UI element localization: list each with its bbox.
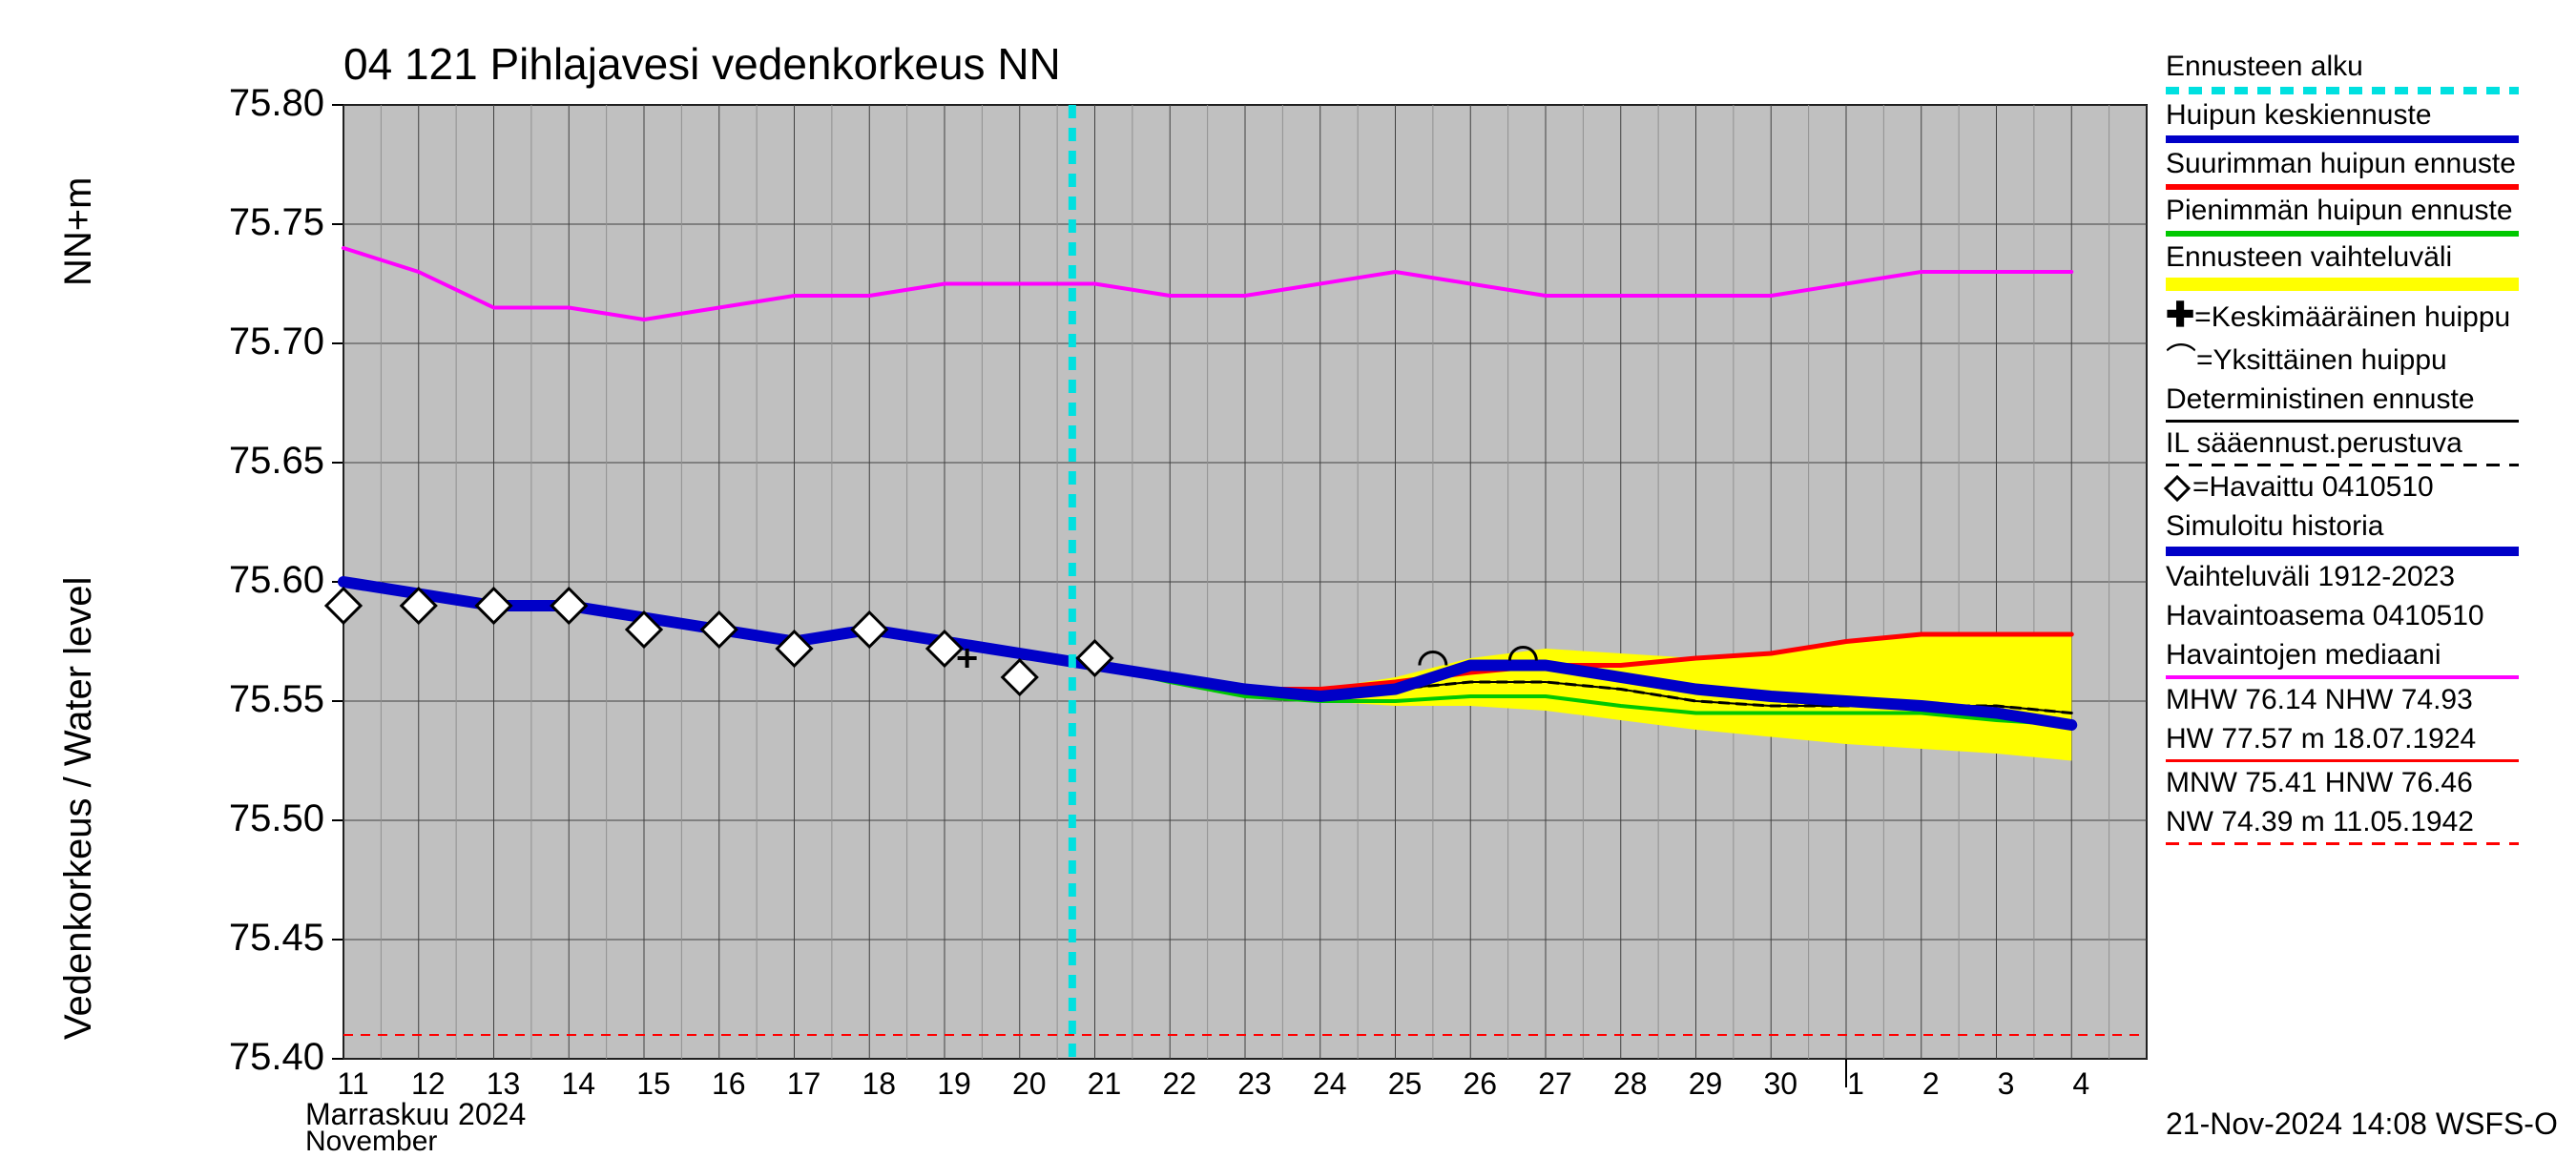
chart-title: 04 121 Pihlajavesi vedenkorkeus NN [343, 38, 1061, 90]
x-tick-label: 11 [324, 1066, 382, 1102]
x-tick-label: 2 [1902, 1066, 1960, 1102]
legend-line [2166, 184, 2519, 190]
legend: Ennusteen alkuHuipun keskiennusteSuurimm… [2166, 48, 2519, 847]
legend-item: Havaintoasema 0410510 [2166, 597, 2519, 634]
legend-line [2166, 87, 2519, 94]
x-tick-label: 3 [1978, 1066, 2035, 1102]
legend-item: Havaintojen mediaani [2166, 636, 2519, 679]
legend-line [2166, 135, 2519, 143]
x-tick-label: 25 [1377, 1066, 1434, 1102]
legend-line [2166, 759, 2519, 762]
x-tick-label: 26 [1451, 1066, 1508, 1102]
month-label-en: November [305, 1126, 437, 1158]
legend-line [2166, 420, 2519, 423]
x-tick-label: 20 [1001, 1066, 1058, 1102]
y-tick-label: 75.75 [143, 201, 324, 244]
x-tick-label: 12 [400, 1066, 457, 1102]
legend-item: Suurimman huipun ennuste [2166, 145, 2519, 190]
x-tick-label: 4 [2052, 1066, 2109, 1102]
y-axis-label-1: Vedenkorkeus / Water level [57, 577, 100, 1040]
x-tick-label: 30 [1752, 1066, 1809, 1102]
x-tick-label: 17 [776, 1066, 833, 1102]
x-tick-label: 29 [1677, 1066, 1735, 1102]
legend-item: HW 77.57 m 18.07.1924 [2166, 720, 2519, 762]
legend-item: NW 74.39 m 11.05.1942 [2166, 803, 2519, 845]
y-tick-label: 75.50 [143, 797, 324, 840]
x-tick-label: 15 [625, 1066, 682, 1102]
y-tick-label: 75.55 [143, 678, 324, 721]
legend-line [2166, 547, 2519, 556]
legend-item: MNW 75.41 HNW 76.46 [2166, 764, 2519, 801]
y-tick-label: 75.70 [143, 321, 324, 363]
legend-item: Simuloitu historia [2166, 507, 2519, 556]
legend-item: Ennusteen vaihteluväli [2166, 238, 2519, 291]
x-tick-label: 27 [1527, 1066, 1584, 1102]
x-tick-label: 24 [1301, 1066, 1359, 1102]
y-axis-label-2: NN+m [57, 177, 100, 286]
legend-item: =Havaittu 0410510 [2166, 468, 2519, 506]
x-tick-label: 19 [925, 1066, 983, 1102]
y-tick-label: 75.40 [143, 1036, 324, 1079]
plot-area [343, 105, 2147, 1059]
x-tick-label: 21 [1076, 1066, 1133, 1102]
y-tick-label: 75.45 [143, 917, 324, 960]
x-tick-label: 23 [1226, 1066, 1283, 1102]
legend-item: ⌒=Yksittäinen huippu [2166, 340, 2519, 380]
y-tick-label: 75.80 [143, 82, 324, 125]
x-tick-label: 28 [1602, 1066, 1659, 1102]
legend-item: Pienimmän huipun ennuste [2166, 192, 2519, 237]
x-tick-label: 1 [1827, 1066, 1884, 1102]
legend-line [2166, 842, 2519, 845]
legend-item: Vaihteluväli 1912-2023 [2166, 558, 2519, 595]
water-level-chart: 04 121 Pihlajavesi vedenkorkeus NN Veden… [0, 0, 2576, 1145]
legend-item: Ennusteen alku [2166, 48, 2519, 94]
x-tick-label: 13 [475, 1066, 532, 1102]
x-tick-label: 22 [1151, 1066, 1208, 1102]
y-tick-label: 75.60 [143, 559, 324, 602]
timestamp: 21-Nov-2024 14:08 WSFS-O [2166, 1106, 2558, 1142]
y-tick-label: 75.65 [143, 440, 324, 483]
legend-line [2166, 278, 2519, 291]
legend-item: MHW 76.14 NHW 74.93 [2166, 681, 2519, 718]
x-tick-label: 18 [850, 1066, 907, 1102]
x-tick-label: 16 [700, 1066, 758, 1102]
legend-line [2166, 675, 2519, 679]
x-tick-label: 14 [550, 1066, 607, 1102]
legend-item: Huipun keskiennuste [2166, 96, 2519, 143]
legend-item: ✚=Keskimääräinen huippu [2166, 293, 2519, 338]
legend-item: IL sääennust.perustuva [2166, 424, 2519, 466]
legend-line [2166, 464, 2519, 466]
legend-item: Deterministinen ennuste [2166, 381, 2519, 423]
legend-line [2166, 231, 2519, 237]
